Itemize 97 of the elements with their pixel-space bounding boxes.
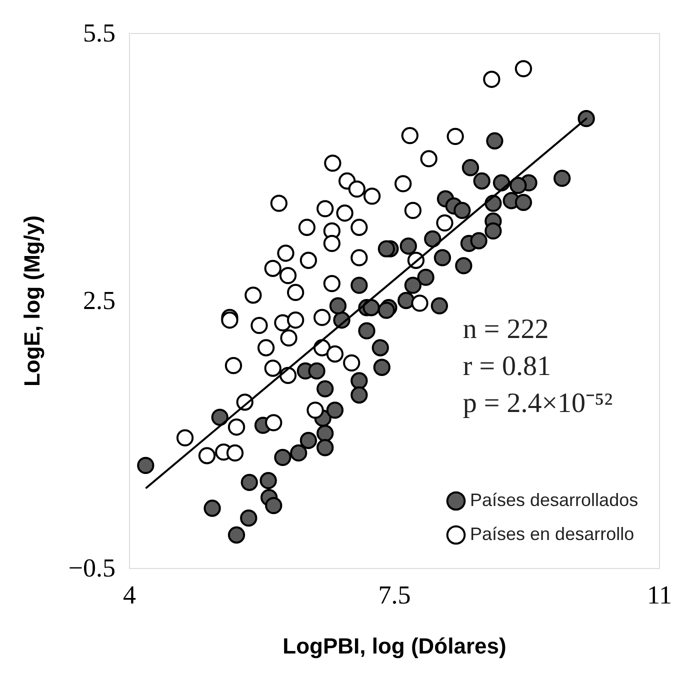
annotation: n = 222 xyxy=(462,314,549,345)
point xyxy=(343,354,360,372)
point xyxy=(401,126,418,144)
point xyxy=(372,339,389,356)
point xyxy=(240,510,258,527)
point xyxy=(298,218,316,236)
point xyxy=(350,276,368,294)
y-tick-label: −0.5 xyxy=(68,554,116,582)
point xyxy=(224,357,242,374)
legend-label: Países en desarrollo xyxy=(470,524,634,544)
point xyxy=(308,362,326,380)
point xyxy=(240,474,258,491)
y-tick-label: 5.5 xyxy=(83,18,116,48)
point xyxy=(420,150,438,168)
point xyxy=(363,188,381,205)
point xyxy=(316,200,334,218)
point xyxy=(350,218,368,236)
point xyxy=(436,214,454,232)
x-tick-label: 7.5 xyxy=(378,580,411,610)
point xyxy=(424,230,442,248)
point xyxy=(211,408,228,426)
point xyxy=(446,128,464,145)
point xyxy=(430,297,448,314)
point xyxy=(470,232,488,250)
point xyxy=(326,345,344,363)
point xyxy=(411,294,428,312)
point xyxy=(204,500,221,517)
point xyxy=(329,297,347,314)
point xyxy=(350,249,368,266)
point xyxy=(260,472,277,490)
point xyxy=(378,240,396,258)
point xyxy=(348,180,366,198)
point xyxy=(244,286,262,304)
point xyxy=(306,402,324,419)
point xyxy=(394,175,412,192)
point xyxy=(176,429,194,446)
point xyxy=(373,358,390,376)
point xyxy=(404,276,422,294)
x-tick-label: 4 xyxy=(123,580,136,610)
point xyxy=(336,204,354,222)
point xyxy=(454,202,471,220)
point xyxy=(265,414,282,432)
point xyxy=(358,322,376,340)
point xyxy=(316,439,334,456)
point xyxy=(300,252,318,269)
point xyxy=(417,268,434,286)
point xyxy=(265,497,282,514)
point xyxy=(484,222,502,240)
point xyxy=(313,308,331,326)
point xyxy=(323,234,340,252)
point xyxy=(473,172,490,190)
point xyxy=(280,329,298,347)
annotation: p = 2.4×10⁻⁵² xyxy=(462,388,613,419)
point xyxy=(228,526,246,544)
point xyxy=(198,447,216,464)
x-axis-title: LogPBI, log (Dólares) xyxy=(282,634,506,658)
point xyxy=(270,194,288,212)
point xyxy=(455,257,472,274)
x-tick-label: 11 xyxy=(646,580,672,610)
point xyxy=(434,249,452,266)
point xyxy=(257,339,275,356)
y-tick-label: 2.5 xyxy=(83,286,116,315)
point xyxy=(398,292,415,310)
point xyxy=(226,444,244,462)
point xyxy=(250,316,268,334)
point xyxy=(486,132,504,150)
point xyxy=(286,312,304,329)
point xyxy=(286,284,304,302)
point xyxy=(514,60,532,78)
point xyxy=(228,418,246,436)
point xyxy=(400,238,417,255)
point xyxy=(274,448,292,466)
point xyxy=(137,456,154,474)
point xyxy=(300,432,318,450)
point xyxy=(277,244,294,262)
point xyxy=(279,266,297,284)
annotation: r = 0.81 xyxy=(462,350,552,382)
point xyxy=(554,170,571,187)
point xyxy=(264,260,282,277)
point xyxy=(510,176,527,194)
point xyxy=(323,274,340,292)
point xyxy=(514,194,532,211)
point xyxy=(264,360,282,377)
point xyxy=(326,402,344,419)
point xyxy=(362,299,380,316)
point xyxy=(350,372,368,390)
point xyxy=(578,110,595,128)
point xyxy=(350,386,368,404)
point xyxy=(404,202,422,220)
point xyxy=(324,154,342,172)
point xyxy=(316,380,334,398)
point xyxy=(483,70,500,88)
point xyxy=(221,312,238,329)
y-axis-title: LogE, log (Mg/y) xyxy=(19,215,44,387)
legend-label: Países desarrollados xyxy=(470,490,638,510)
point xyxy=(462,159,480,176)
point xyxy=(290,444,308,462)
